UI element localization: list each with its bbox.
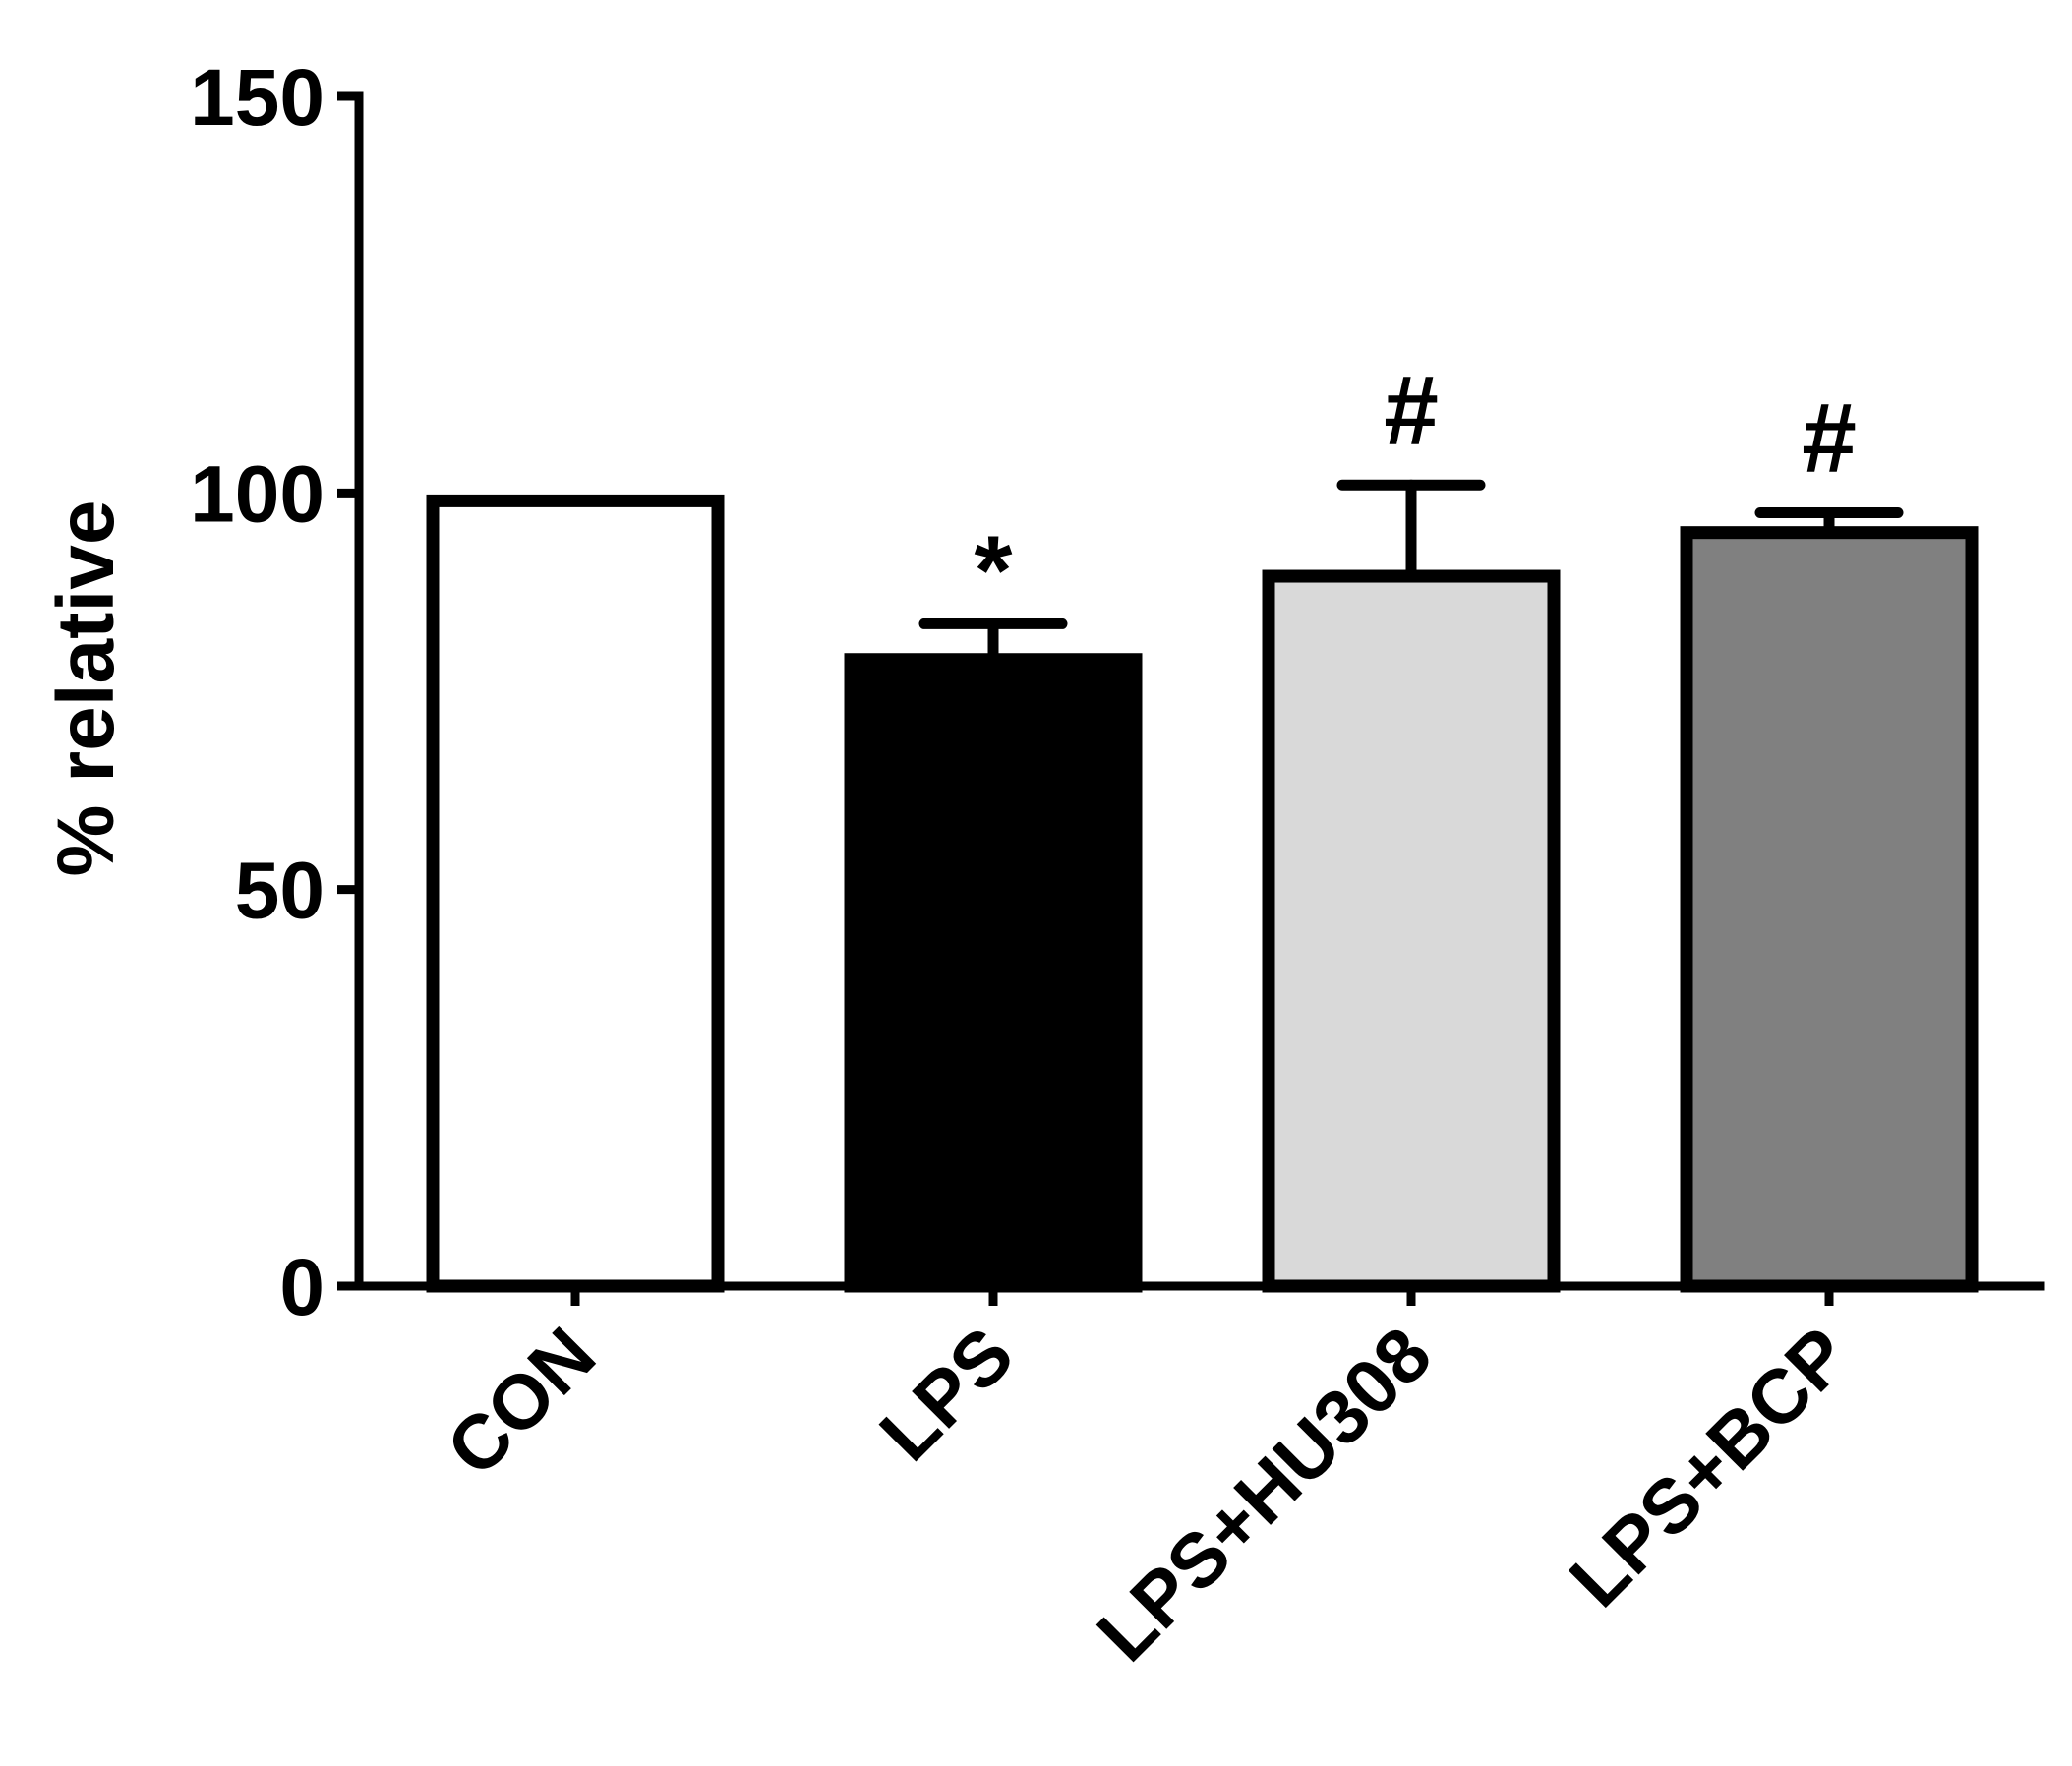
significance-marker: #: [1802, 383, 1857, 494]
y-tick-label: 50: [235, 847, 325, 936]
y-axis-title: % relative: [41, 500, 131, 877]
error-bars: [918, 479, 1904, 666]
bar-lps-hu308: [1262, 569, 1561, 1293]
y-tick-label: 0: [279, 1243, 325, 1332]
x-tick-label: LPS+BCP: [1553, 1311, 1865, 1623]
significance-marker: #: [1384, 355, 1439, 465]
error-bar: [1336, 479, 1486, 582]
x-tick-label: LPS: [863, 1311, 1030, 1477]
bar-lps-bcp: [1680, 526, 1979, 1293]
x-axis-ticks: CON LPS LPS+HU308 LPS+BCP: [430, 1286, 1865, 1678]
axes: [354, 91, 2045, 1291]
y-axis-ticks: 0 50 100 150: [190, 53, 359, 1332]
y-tick-label: 150: [190, 53, 325, 143]
bar-lps: [844, 653, 1143, 1293]
error-bar: [918, 618, 1068, 666]
x-tick-label: LPS+HU308: [1081, 1311, 1448, 1678]
bars: [426, 494, 1979, 1293]
bar-con: [426, 494, 725, 1293]
significance-marker: *: [975, 515, 1013, 625]
error-bar: [1754, 507, 1904, 539]
y-tick-label: 100: [190, 449, 325, 539]
significance-markers: * # #: [975, 355, 1857, 625]
x-tick-label: CON: [430, 1311, 612, 1493]
